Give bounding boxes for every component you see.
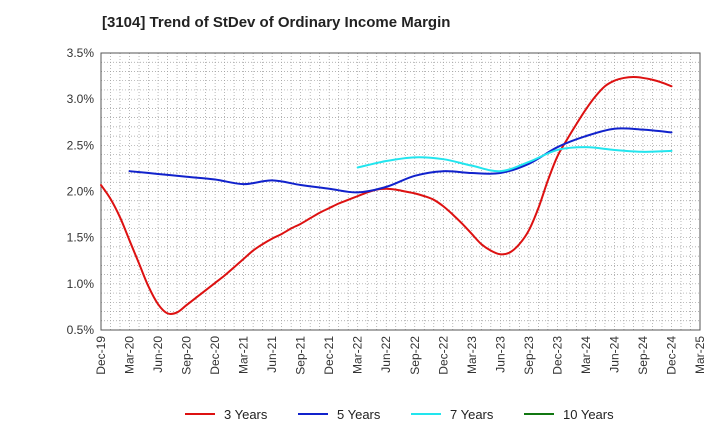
x-tick-label: Dec-19 (94, 336, 108, 375)
x-tick-label: Mar-22 (351, 336, 365, 374)
series-line-5-years (128, 127, 673, 194)
x-axis-tick-labels: Dec-19 Mar-20 Jun-20 Sep-20 Dec-20 Mar-21 Jun-… (94, 336, 707, 375)
x-tick-label: Sep-21 (294, 336, 308, 375)
x-tick-label: Dec-21 (322, 336, 336, 375)
x-tick-label: Jun-22 (379, 336, 393, 373)
legend-label-10-years: 10 Years (563, 407, 614, 422)
y-tick-label: 2.0% (67, 185, 95, 199)
x-tick-label: Mar-20 (123, 336, 137, 374)
x-tick-label: Mar-24 (579, 336, 593, 374)
y-tick-label: 0.5% (67, 323, 95, 337)
y-tick-label: 1.5% (67, 231, 95, 245)
x-tick-label: Mar-21 (237, 336, 251, 374)
y-tick-label: 3.0% (67, 92, 95, 106)
x-tick-label: Sep-20 (180, 336, 194, 375)
legend-label-5-years: 5 Years (337, 407, 381, 422)
legend-label-7-years: 7 Years (450, 407, 494, 422)
x-tick-label: Dec-22 (436, 336, 450, 375)
legend-label-3-years: 3 Years (224, 407, 268, 422)
x-tick-label: Dec-20 (208, 336, 222, 375)
y-tick-label: 1.0% (67, 277, 95, 291)
x-tick-label: Sep-22 (408, 336, 422, 375)
x-tick-label: Jun-23 (493, 336, 507, 373)
legend: 3 Years 5 Years 7 Years 10 Years (185, 407, 614, 422)
y-tick-label: 2.5% (67, 138, 95, 152)
axis-layer (100, 52, 701, 331)
x-tick-label: Mar-25 (693, 336, 707, 374)
x-tick-label: Sep-23 (522, 336, 536, 375)
x-tick-label: Mar-23 (465, 336, 479, 374)
x-tick-label: Sep-24 (636, 336, 650, 375)
y-tick-label: 3.5% (67, 46, 95, 60)
y-axis-tick-labels: 0.5% 1.0% 1.5% 2.0% 2.5% 3.0% 3.5% (67, 46, 95, 337)
plot-frame (100, 52, 701, 331)
series-line-3-years (100, 76, 673, 316)
x-tick-label: Dec-24 (664, 336, 678, 375)
x-tick-label: Dec-23 (550, 336, 564, 375)
legend-item-3-years: 3 Years (185, 407, 268, 422)
chart-title: [3104] Trend of StDev of Ordinary Income… (102, 14, 451, 31)
legend-item-5-years: 5 Years (298, 407, 381, 422)
legend-item-7-years: 7 Years (411, 407, 494, 422)
legend-item-10-years: 10 Years (524, 407, 614, 422)
x-tick-label: Jun-20 (151, 336, 165, 373)
x-tick-label: Jun-24 (607, 336, 621, 373)
series-layer (100, 76, 673, 316)
x-tick-label: Jun-21 (265, 336, 279, 373)
series-line-7-years (356, 146, 673, 173)
